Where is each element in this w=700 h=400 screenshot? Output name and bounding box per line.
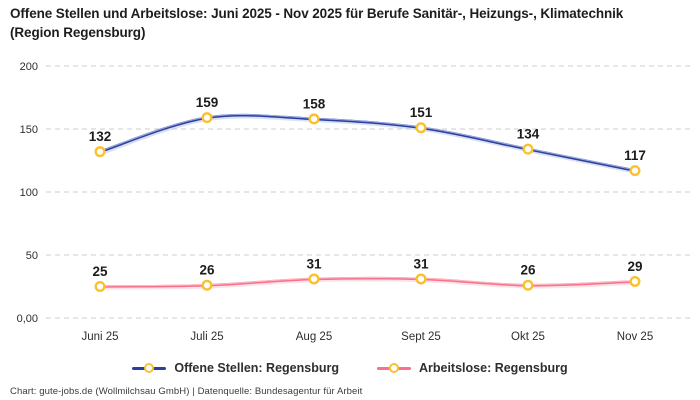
- x-axis-tick-label: Sept 25: [401, 331, 441, 343]
- legend-item-offene-stellen[interactable]: Offene Stellen: Regensburg: [132, 361, 339, 375]
- y-axis-tick-label: 150: [20, 124, 38, 136]
- legend-line-sample-icon: [132, 362, 167, 374]
- y-axis-tick-label: 200: [20, 61, 38, 73]
- data-point-label: 132: [89, 129, 112, 144]
- data-point-marker: [94, 281, 106, 293]
- data-point-label: 151: [410, 105, 433, 120]
- series-line-highlight: [99, 276, 636, 287]
- data-point-marker: [629, 275, 641, 287]
- data-point-label: 134: [517, 127, 540, 142]
- data-point-label: 159: [196, 95, 219, 110]
- data-point-marker: [415, 273, 427, 285]
- data-point-label: 26: [199, 263, 215, 278]
- data-point-label: 117: [624, 148, 646, 163]
- series-line-highlight: [99, 114, 636, 171]
- data-point-marker: [201, 112, 213, 124]
- y-axis-tick-label: 0,00: [17, 313, 38, 325]
- series-line: [98, 276, 637, 288]
- legend-line-sample-icon: [376, 362, 411, 374]
- data-point-marker: [201, 279, 213, 291]
- data-point-marker: [522, 279, 534, 291]
- data-point-marker: [94, 146, 106, 158]
- x-axis-tick-label: Juli 25: [190, 331, 223, 343]
- y-axis-tick-label: 50: [26, 250, 38, 262]
- x-axis-tick-label: Nov 25: [617, 331, 653, 343]
- x-axis-tick-label: Juni 25: [81, 331, 118, 343]
- legend-label-offene-stellen: Offene Stellen: Regensburg: [174, 361, 339, 375]
- x-axis-tick-label: Okt 25: [511, 331, 545, 343]
- chart-title: Offene Stellen und Arbeitslose: Juni 202…: [10, 6, 624, 40]
- data-point-marker: [415, 122, 427, 134]
- legend-item-arbeitslose[interactable]: Arbeitslose: Regensburg: [376, 361, 568, 375]
- y-axis-tick-label: 100: [20, 187, 38, 199]
- data-point-label: 158: [303, 96, 326, 111]
- data-point-marker: [308, 273, 320, 285]
- data-point-label: 29: [627, 259, 642, 274]
- data-point-label: 26: [520, 263, 536, 278]
- data-point-label: 31: [306, 256, 322, 271]
- chart-legend: Offene Stellen: Regensburg Arbeitslose: …: [0, 356, 700, 380]
- legend-label-arbeitslose: Arbeitslose: Regensburg: [418, 361, 568, 375]
- data-point-label: 31: [413, 256, 429, 271]
- chart-footer-credit: Chart: gute-jobs.de (Wollmilchsau GmbH) …: [10, 386, 363, 397]
- data-point-marker: [629, 165, 641, 177]
- data-point-marker: [308, 113, 320, 125]
- data-point-marker: [522, 143, 534, 155]
- data-point-label: 25: [92, 264, 108, 279]
- x-axis-tick-label: Aug 25: [296, 331, 332, 343]
- chart-canvas: 0,00 50 100 150 200 Juni 25 Juli 25 Aug 25 Sept …: [17, 61, 690, 343]
- series-line: [98, 113, 637, 172]
